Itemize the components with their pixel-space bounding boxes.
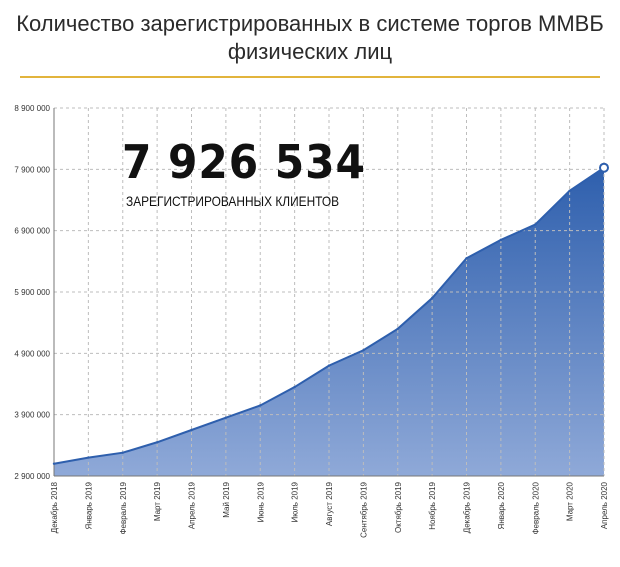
- data-point: [534, 223, 537, 226]
- highlight-value: 7 926 534: [122, 135, 366, 189]
- y-tick-label: 2 900 000: [14, 472, 50, 481]
- x-tick-label: Ноябрь 2019: [428, 481, 437, 529]
- x-tick-label: Апрель 2020: [600, 481, 609, 529]
- data-point: [259, 404, 262, 407]
- data-point: [190, 428, 193, 432]
- data-point: [568, 189, 571, 192]
- x-tick-label: Сентябрь 2019: [359, 481, 368, 537]
- x-tick-label: Апрель 2019: [188, 481, 197, 529]
- data-point: [155, 441, 159, 444]
- data-point: [87, 456, 90, 459]
- data-point: [430, 296, 434, 300]
- y-tick-label: 7 900 000: [14, 165, 50, 174]
- x-tick-label: Август 2019: [325, 481, 334, 526]
- x-tick-label: Март 2019: [153, 481, 162, 521]
- data-point: [224, 416, 228, 419]
- y-tick-label: 8 900 000: [14, 104, 50, 113]
- x-tick-label: Февраль 2020: [531, 481, 540, 534]
- area-fill: [54, 167, 604, 476]
- x-tick-label: Июль 2019: [291, 481, 300, 522]
- end-point-marker: [599, 162, 609, 173]
- x-tick-label: Март 2020: [566, 481, 575, 521]
- title-divider: [20, 76, 600, 78]
- x-tick-label: Июнь 2019: [256, 481, 265, 522]
- y-tick-label: 6 900 000: [14, 227, 50, 236]
- data-point: [327, 364, 331, 367]
- chart-title: Количество зарегистрированных в системе …: [0, 10, 620, 66]
- data-point: [499, 238, 503, 242]
- chart-title-line1: Количество зарегистрированных в системе …: [16, 11, 604, 36]
- x-tick-label: Октябрь 2019: [394, 481, 403, 533]
- data-point: [362, 349, 365, 352]
- data-point: [396, 327, 399, 330]
- x-tick-label: Январь 2020: [497, 481, 506, 529]
- y-tick-label: 4 900 000: [14, 349, 50, 358]
- data-point: [465, 257, 468, 260]
- chart-title-line2: физических лиц: [227, 39, 393, 64]
- x-tick-label: Декабрь 2019: [463, 481, 472, 533]
- x-tick-label: Февраль 2019: [119, 481, 128, 534]
- x-tick-label: Май 2019: [222, 481, 231, 517]
- y-tick-label: 3 900 000: [14, 411, 50, 420]
- data-point: [121, 451, 124, 454]
- x-tick-label: Январь 2019: [84, 481, 93, 529]
- y-tick-label: 5 900 000: [14, 288, 50, 297]
- highlight-caption: ЗАРЕГИСТРИРОВАННЫХ КЛИЕНТОВ: [126, 193, 340, 209]
- data-point: [52, 462, 56, 465]
- x-tick-label: Декабрь 2018: [50, 481, 59, 533]
- data-point: [293, 385, 296, 389]
